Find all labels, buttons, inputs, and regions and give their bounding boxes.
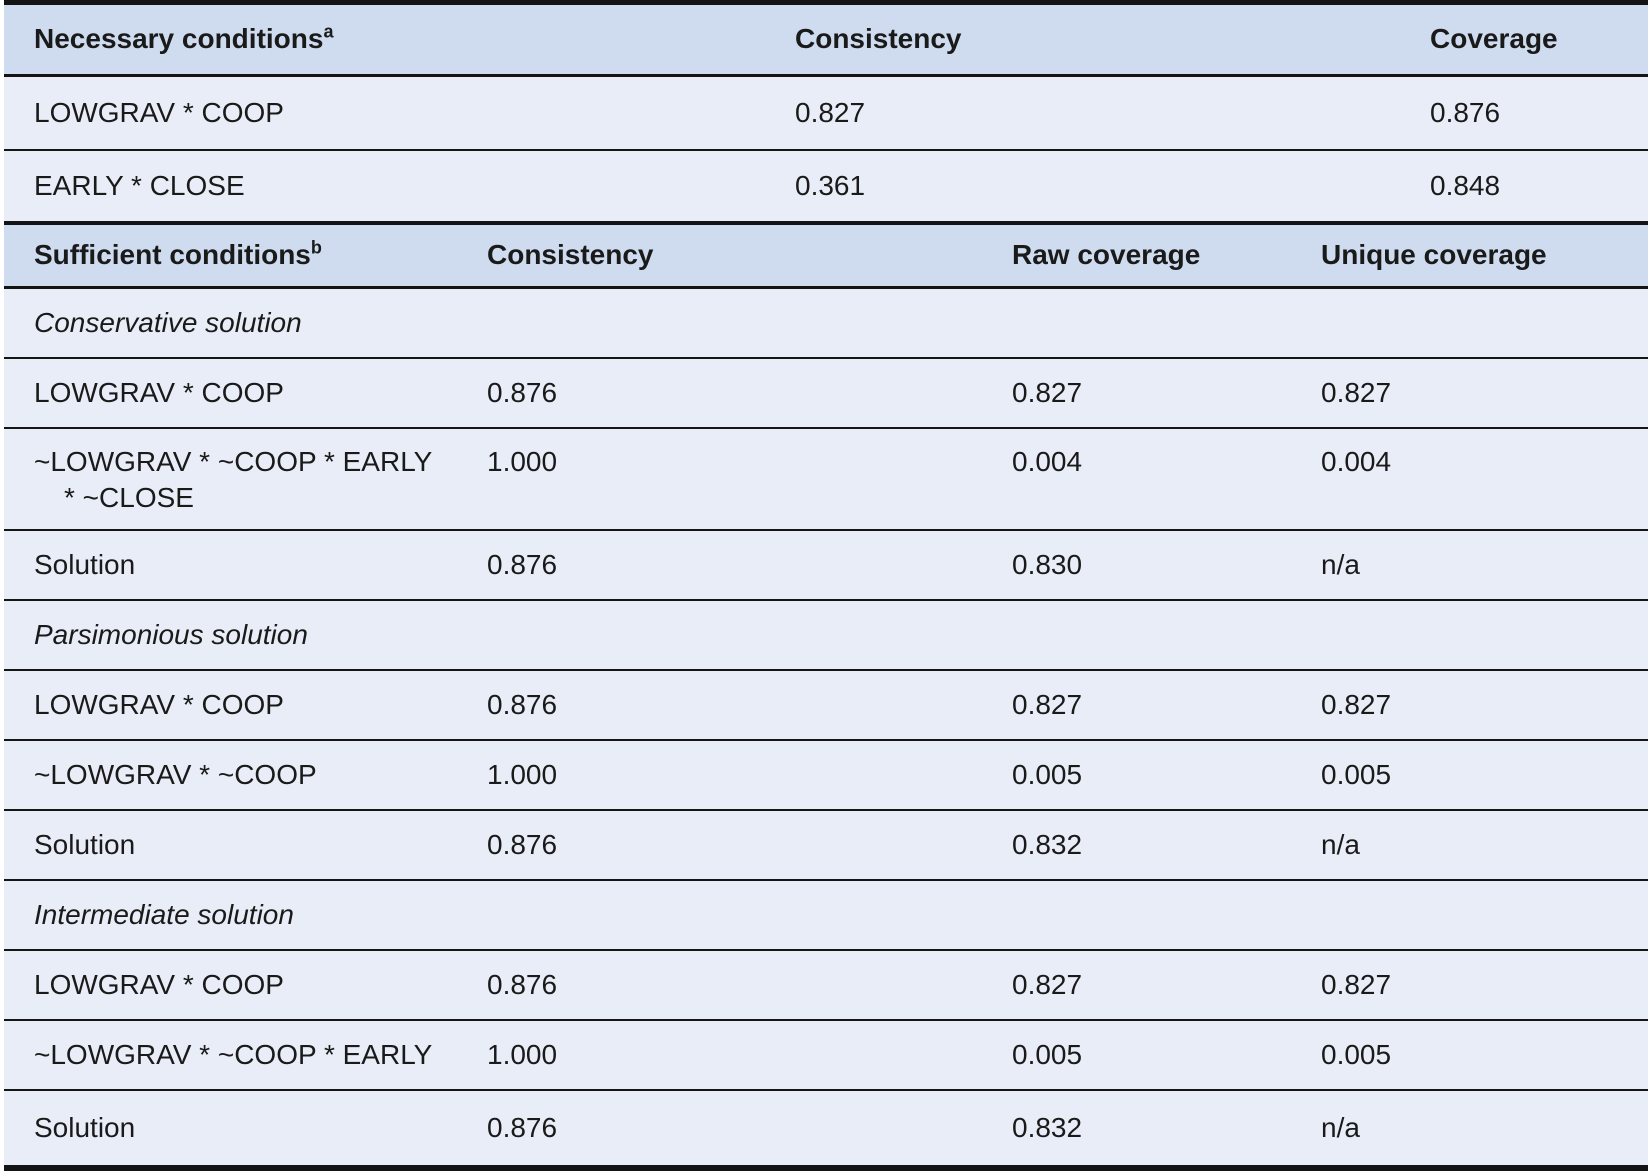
condition-cell: ~LOWGRAV * ~COOP [34, 758, 317, 790]
raw-coverage-cell: 0.832 [1012, 1111, 1083, 1143]
consistency-cell: 0.361 [795, 169, 866, 201]
condition-cell: Solution [34, 1111, 136, 1143]
condition-cell: LOWGRAV * COOP [34, 688, 284, 720]
table-top-border [4, 0, 1648, 5]
raw-coverage-cell: 0.830 [1012, 548, 1083, 580]
condition-cell: LOWGRAV * COOP [34, 376, 284, 408]
necessary-header-row: Necessary conditionsa Consistency Covera… [4, 5, 1648, 77]
unique-coverage-cell: n/a [1321, 1111, 1360, 1143]
condition-cell: ~LOWGRAV * ~COOP * EARLY [34, 1038, 433, 1070]
table-row: LOWGRAV * COOP 0.827 0.876 [4, 77, 1648, 151]
condition-cell: EARLY * CLOSE [34, 169, 245, 201]
consistency-cell: 1.000 [487, 758, 558, 790]
consistency-cell: 1.000 [487, 1038, 558, 1070]
table-row: LOWGRAV * COOP 0.876 0.827 0.827 [4, 951, 1648, 1021]
column-header-raw-coverage: Raw coverage [1012, 239, 1201, 271]
column-header-consistency: Consistency [487, 239, 654, 271]
raw-coverage-cell: 0.004 [1012, 446, 1083, 477]
unique-coverage-cell: 0.827 [1321, 968, 1392, 1000]
table-row: EARLY * CLOSE 0.361 0.848 [4, 151, 1648, 225]
consistency-cell: 1.000 [487, 446, 558, 477]
raw-coverage-cell: 0.832 [1012, 828, 1083, 860]
column-header-coverage: Coverage [1430, 23, 1558, 55]
unique-coverage-cell: 0.004 [1321, 446, 1392, 477]
section-title: Conservative solution [34, 306, 302, 338]
section-row-intermediate: Intermediate solution [4, 881, 1648, 951]
footnote-marker-a: a [323, 21, 334, 42]
raw-coverage-cell: 0.005 [1012, 1038, 1083, 1070]
table-row: Solution 0.876 0.832 n/a [4, 1091, 1648, 1165]
sufficient-title: Sufficient conditionsb [4, 237, 457, 273]
section-title: Intermediate solution [34, 898, 294, 930]
table-row: Solution 0.876 0.832 n/a [4, 811, 1648, 881]
column-header-consistency: Consistency [795, 23, 962, 55]
sufficient-title-text: Sufficient conditions [34, 239, 311, 271]
sufficient-header-row: Sufficient conditionsb Consistency Raw c… [4, 225, 1648, 289]
necessary-title: Necessary conditionsa [4, 21, 765, 57]
consistency-cell: 0.876 [487, 548, 558, 580]
column-header-unique-coverage: Unique coverage [1321, 239, 1547, 271]
consistency-cell: 0.876 [487, 688, 558, 720]
raw-coverage-cell: 0.827 [1012, 968, 1083, 1000]
table-row: ~LOWGRAV * ~COOP * EARLY 1.000 0.005 0.0… [4, 1021, 1648, 1091]
section-title: Parsimonious solution [34, 618, 308, 650]
table-row: LOWGRAV * COOP 0.876 0.827 0.827 [4, 671, 1648, 741]
consistency-cell: 0.827 [795, 96, 866, 128]
raw-coverage-cell: 0.005 [1012, 758, 1083, 790]
coverage-cell: 0.848 [1430, 169, 1501, 201]
table-row: ~LOWGRAV * ~COOP * EARLY * ~CLOSE 1.000 … [4, 429, 1648, 531]
table-row: ~LOWGRAV * ~COOP 1.000 0.005 0.005 [4, 741, 1648, 811]
section-row-conservative: Conservative solution [4, 289, 1648, 359]
unique-coverage-cell: 0.005 [1321, 758, 1392, 790]
unique-coverage-cell: n/a [1321, 828, 1360, 860]
condition-cell: LOWGRAV * COOP [34, 968, 284, 1000]
coverage-cell: 0.876 [1430, 96, 1501, 128]
unique-coverage-cell: 0.827 [1321, 376, 1392, 408]
footnote-marker-b: b [310, 237, 322, 258]
consistency-cell: 0.876 [487, 828, 558, 860]
consistency-cell: 0.876 [487, 968, 558, 1000]
consistency-cell: 0.876 [487, 1111, 558, 1143]
unique-coverage-cell: n/a [1321, 548, 1360, 580]
condition-cell: Solution [34, 828, 136, 860]
table-row: LOWGRAV * COOP 0.876 0.827 0.827 [4, 359, 1648, 429]
raw-coverage-cell: 0.827 [1012, 376, 1083, 408]
raw-coverage-cell: 0.827 [1012, 688, 1083, 720]
condition-cell: Solution [34, 548, 136, 580]
condition-cell: ~LOWGRAV * ~COOP * EARLY * ~CLOSE [34, 446, 432, 514]
consistency-cell: 0.876 [487, 376, 558, 408]
table-bottom-border [4, 1165, 1648, 1171]
unique-coverage-cell: 0.827 [1321, 688, 1392, 720]
unique-coverage-cell: 0.005 [1321, 1038, 1392, 1070]
condition-cell: LOWGRAV * COOP [34, 96, 284, 128]
table-row: Solution 0.876 0.830 n/a [4, 531, 1648, 601]
section-row-parsimonious: Parsimonious solution [4, 601, 1648, 671]
necessary-title-text: Necessary conditions [34, 23, 324, 55]
